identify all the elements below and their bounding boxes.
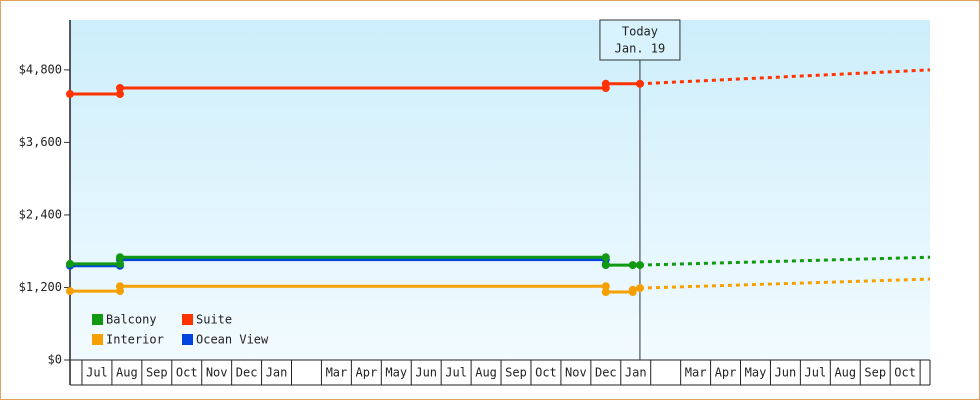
- x-tick-label: Jun: [415, 366, 437, 380]
- legend-swatch: [92, 314, 103, 325]
- point: [601, 288, 610, 296]
- y-tick-label: $2,400: [19, 207, 62, 221]
- x-tick-label: Oct: [176, 366, 198, 380]
- forecast-line: [639, 255, 931, 267]
- y-tick-label: $1,200: [19, 280, 62, 294]
- x-tick-label: Sep: [864, 366, 886, 380]
- legend-swatch: [182, 314, 193, 325]
- x-tick-label: Sep: [505, 366, 527, 380]
- plot-area: [70, 20, 930, 360]
- point: [115, 282, 124, 291]
- x-tick-label: Jun: [775, 366, 797, 380]
- x-tick-label: Jan: [266, 366, 288, 380]
- legend-swatch: [92, 334, 103, 345]
- x-tick-label: Nov: [206, 366, 228, 380]
- point: [601, 261, 610, 270]
- point: [115, 259, 124, 268]
- point: [115, 84, 124, 92]
- x-tick-label: Jul: [86, 366, 108, 380]
- legend-label: Ocean View: [196, 333, 269, 347]
- x-tick-label: May: [745, 366, 767, 380]
- x-tick-label: Aug: [116, 366, 138, 380]
- y-tick-label: $4,800: [19, 62, 62, 76]
- legend-swatch: [182, 334, 193, 345]
- forecast-line: [639, 68, 931, 86]
- x-tick-label: May: [385, 366, 407, 380]
- point: [601, 79, 610, 88]
- x-tick-label: Aug: [834, 366, 856, 380]
- legend-label: Interior: [106, 333, 164, 347]
- x-tick-label: Mar: [326, 366, 348, 380]
- legend-label: Balcony: [106, 313, 157, 327]
- point: [66, 287, 74, 296]
- point: [601, 282, 610, 291]
- x-tick-label: Jan: [625, 366, 647, 380]
- x-tick-label: Jul: [445, 366, 467, 380]
- x-tick-label: Dec: [236, 366, 258, 380]
- y-tick-label: $3,600: [19, 135, 62, 149]
- x-tick-label: Nov: [565, 366, 587, 380]
- point: [601, 253, 610, 262]
- point: [635, 79, 644, 88]
- point: [66, 90, 74, 99]
- point: [66, 259, 74, 268]
- x-tick-label: Oct: [535, 366, 557, 380]
- point: [635, 261, 644, 270]
- x-tick-label: Jul: [805, 366, 827, 380]
- legend-label: Suite: [196, 313, 232, 327]
- x-tick-label: Apr: [356, 366, 378, 380]
- today-date: Jan. 19: [615, 42, 666, 56]
- today-box: [599, 19, 681, 61]
- point: [115, 90, 124, 99]
- today-label: Today: [622, 25, 658, 39]
- series-line: [70, 82, 640, 96]
- point: [115, 253, 124, 262]
- point: [635, 284, 644, 293]
- x-tick-label: Dec: [595, 366, 617, 380]
- forecast-line: [639, 277, 931, 290]
- x-tick-label: Oct: [894, 366, 916, 380]
- point: [628, 261, 637, 270]
- x-tick-label: Apr: [715, 366, 737, 380]
- point: [628, 285, 637, 294]
- x-tick-label: Mar: [685, 366, 707, 380]
- x-tick-label: Aug: [475, 366, 497, 380]
- x-tick-label: Sep: [146, 366, 168, 380]
- y-tick-label: $0: [48, 353, 62, 367]
